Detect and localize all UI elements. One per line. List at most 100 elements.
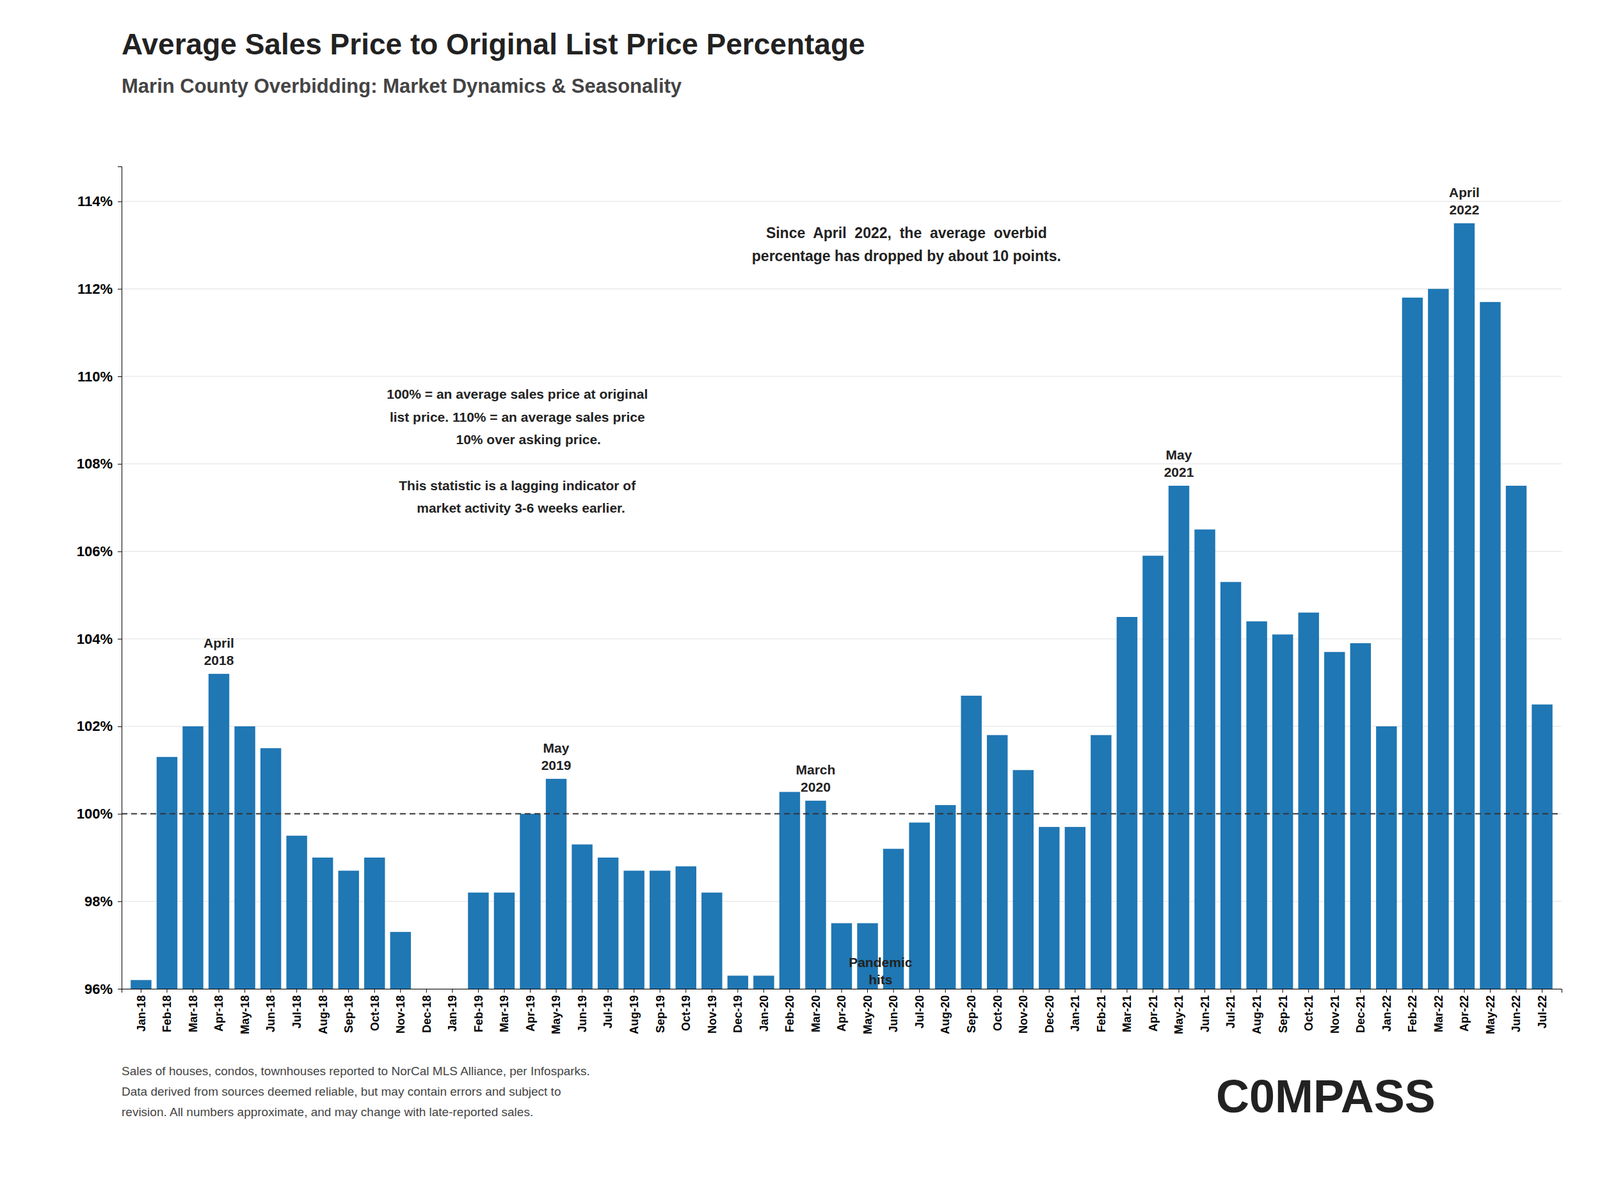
bar xyxy=(416,988,437,990)
y-tick-mark xyxy=(117,201,122,203)
footnotes: Sales of houses, condos, townhouses repo… xyxy=(121,1064,591,1119)
x-tick: Mar-19 xyxy=(497,988,511,1033)
grid-line xyxy=(121,551,1562,552)
x-tick: Feb-22 xyxy=(1406,988,1419,1033)
y-tick: 104% xyxy=(76,631,122,648)
x-tick-label: Oct-18 xyxy=(368,995,382,1032)
x-tick: Jun-21 xyxy=(1198,988,1212,1033)
x-tick-label: May-21 xyxy=(1172,995,1186,1035)
x-tick: Apr-22 xyxy=(1457,988,1471,1032)
annotations: April2022Since April 2022, the average o… xyxy=(203,184,1480,987)
x-tick: Jul-22 xyxy=(1536,988,1549,1029)
bar xyxy=(1194,529,1215,989)
y-tick-label: 110% xyxy=(77,368,113,385)
x-tick-label: Sep-20 xyxy=(965,995,978,1033)
annotation: April2022 xyxy=(1448,184,1480,217)
bar xyxy=(494,892,515,989)
y-tick-mark xyxy=(117,638,122,640)
bar xyxy=(519,814,541,989)
x-tick-mark xyxy=(815,988,816,993)
x-tick-label: May-19 xyxy=(549,995,563,1035)
y-axis: 96%98%100%102%104%106%108%110%112%114% xyxy=(76,167,123,998)
x-tick-mark xyxy=(1074,988,1076,993)
y-tick-label: 104% xyxy=(76,631,113,648)
bar xyxy=(1479,302,1501,989)
bar xyxy=(960,695,982,989)
marks xyxy=(121,223,1562,989)
y-tick-label: 102% xyxy=(76,718,113,735)
x-tick-label: Jul-21 xyxy=(1224,995,1238,1029)
x-tick: Jul-19 xyxy=(601,988,615,1029)
x-tick-label: Jul-22 xyxy=(1536,995,1549,1029)
x-tick: Feb-19 xyxy=(472,988,486,1033)
x-axis: Jan-18Feb-18Mar-18Apr-18May-18Jun-18Jul-… xyxy=(122,988,1563,1035)
x-tick-label: Mar-19 xyxy=(497,995,511,1033)
x-tick-label: Apr-18 xyxy=(212,995,226,1032)
x-tick-mark xyxy=(1048,988,1050,993)
x-tick: Mar-22 xyxy=(1432,988,1446,1033)
x-tick-mark xyxy=(893,988,895,993)
x-tick-label: Dec-21 xyxy=(1354,995,1368,1033)
x-tick-mark xyxy=(1360,988,1361,993)
x-tick: May-18 xyxy=(238,988,252,1035)
x-tick-label: Aug-19 xyxy=(627,995,641,1035)
x-tick-label: Oct-19 xyxy=(679,995,693,1032)
x-tick-mark xyxy=(1126,988,1128,993)
bar xyxy=(390,931,411,989)
x-tick: Jan-21 xyxy=(1068,988,1082,1032)
x-tick-mark xyxy=(1541,988,1543,993)
x-tick-mark xyxy=(789,988,790,993)
x-tick-mark xyxy=(763,988,765,993)
x-tick-mark xyxy=(1386,988,1387,993)
bar xyxy=(779,791,800,989)
x-tick-label: May-22 xyxy=(1484,995,1497,1035)
x-tick-label: Mar-18 xyxy=(186,995,200,1033)
grid-line xyxy=(121,638,1562,640)
x-tick: Nov-21 xyxy=(1328,988,1342,1034)
x-tick-mark xyxy=(556,988,557,993)
x-tick-mark xyxy=(140,988,142,993)
x-tick: Aug-18 xyxy=(316,988,329,1035)
x-tick-mark xyxy=(685,988,687,993)
y-tick: 112% xyxy=(77,280,122,297)
annotation: 100% = an average sales price at origina… xyxy=(386,386,648,516)
bar xyxy=(1427,288,1449,989)
bar xyxy=(597,857,619,989)
x-tick-label: Dec-20 xyxy=(1043,995,1056,1033)
x-tick: May-19 xyxy=(549,988,563,1035)
y-tick: 110% xyxy=(77,368,122,385)
x-tick-label: May-18 xyxy=(238,995,252,1035)
grid-line xyxy=(121,200,1562,202)
x-tick-mark xyxy=(1152,988,1154,993)
x-tick-label: Feb-21 xyxy=(1095,995,1108,1033)
x-tick-label: Nov-19 xyxy=(705,995,719,1034)
x-tick-label: Apr-21 xyxy=(1146,995,1160,1032)
x-tick-label: Aug-20 xyxy=(938,995,952,1035)
footnote: Sales of houses, condos, townhouses repo… xyxy=(121,1064,591,1078)
x-tick-mark xyxy=(1230,988,1232,993)
x-tick: Mar-20 xyxy=(809,988,823,1033)
x-tick-mark xyxy=(529,988,531,993)
x-tick: Aug-20 xyxy=(938,988,952,1035)
x-tick: Oct-18 xyxy=(368,988,382,1032)
x-tick-mark xyxy=(737,988,738,993)
bar xyxy=(182,726,203,989)
x-tick-mark xyxy=(1308,988,1309,993)
x-tick-label: Sep-19 xyxy=(654,995,667,1033)
bar xyxy=(753,975,774,989)
subtitle: Marin County Overbidding: Market Dynamic… xyxy=(121,74,683,98)
x-tick: Sep-19 xyxy=(654,988,667,1033)
x-tick: Nov-20 xyxy=(1016,988,1030,1034)
x-tick: Jun-22 xyxy=(1509,988,1523,1033)
bar xyxy=(1350,643,1371,989)
x-tick-mark xyxy=(919,988,920,993)
x-tick: Nov-18 xyxy=(394,988,408,1034)
bar xyxy=(727,975,749,989)
x-tick-mark xyxy=(1463,988,1465,993)
x-tick: Jul-21 xyxy=(1224,988,1238,1029)
x-tick-label: Mar-20 xyxy=(809,995,823,1033)
grid-line xyxy=(121,288,1562,290)
bar xyxy=(338,870,360,989)
x-tick-label: Mar-21 xyxy=(1120,995,1134,1033)
bar xyxy=(1142,555,1163,989)
